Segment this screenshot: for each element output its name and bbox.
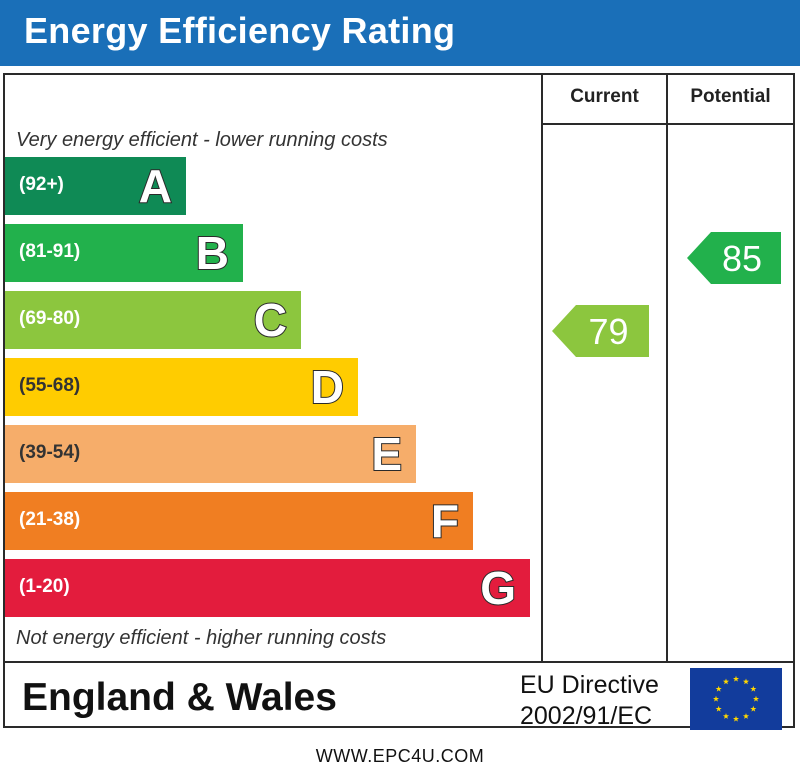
chart-frame xyxy=(3,73,795,728)
eu-star xyxy=(712,695,720,702)
current-rating-arrow: 79 xyxy=(552,305,649,362)
column-header-potential: Potential xyxy=(690,86,771,107)
footer-divider xyxy=(3,661,795,663)
eu-star xyxy=(715,685,722,692)
band-c: (69-80) C xyxy=(5,291,301,349)
band-letter: A xyxy=(138,159,173,213)
divider-potential xyxy=(666,73,668,663)
band-letter: E xyxy=(370,427,403,481)
eu-flag-icon xyxy=(690,668,782,730)
band-range-label: (1-20) xyxy=(19,576,70,597)
eu-directive-number: 2002/91/EC xyxy=(520,702,653,730)
eu-star xyxy=(732,675,740,682)
header-divider xyxy=(541,123,795,125)
potential-arrow-shape xyxy=(687,232,781,284)
band-g: (1-20) G xyxy=(5,559,530,617)
eu-star xyxy=(750,705,757,712)
band-range-label: (21-38) xyxy=(19,509,81,530)
current-arrow-shape xyxy=(552,305,649,357)
bottom-caption: Not energy efficient - higher running co… xyxy=(16,627,387,649)
band-a: (92+) A xyxy=(5,157,186,215)
eu-star xyxy=(752,695,760,702)
footer-url: WWW.EPC4U.COM xyxy=(315,746,485,766)
eu-directive-label: EU Directive xyxy=(520,671,659,699)
eu-star xyxy=(715,705,722,712)
band-e: (39-54) E xyxy=(5,425,416,483)
band-d: (55-68) D xyxy=(5,358,358,416)
band-range-label: (92+) xyxy=(19,174,64,195)
current-rating-value: 79 xyxy=(588,311,629,352)
region-label: England & Wales xyxy=(22,676,337,719)
band-range-label: (55-68) xyxy=(19,375,81,396)
band-letter: F xyxy=(430,494,460,548)
band-f: (21-38) F xyxy=(5,492,473,550)
band-range-label: (69-80) xyxy=(19,308,81,329)
eu-star xyxy=(722,713,730,719)
band-letter: G xyxy=(479,561,517,615)
chart-title: Energy Efficiency Rating xyxy=(24,10,456,51)
band-range-label: (81-91) xyxy=(19,241,81,262)
eu-star xyxy=(742,713,750,719)
eu-star xyxy=(732,715,740,722)
eu-star xyxy=(722,678,730,685)
band-letter: C xyxy=(253,293,288,347)
potential-rating-value: 85 xyxy=(721,238,763,279)
eu-star xyxy=(742,678,750,685)
band-range-label: (39-54) xyxy=(19,442,81,463)
band-b: (81-91) B xyxy=(5,224,243,282)
divider-current xyxy=(541,73,543,663)
column-header-current: Current xyxy=(570,86,639,107)
band-letter: B xyxy=(195,226,230,280)
band-letter: D xyxy=(310,360,345,414)
eu-star xyxy=(750,685,757,692)
potential-rating-arrow: 85 xyxy=(687,232,781,289)
title-bar xyxy=(0,0,800,66)
top-caption: Very energy efficient - lower running co… xyxy=(16,129,388,151)
